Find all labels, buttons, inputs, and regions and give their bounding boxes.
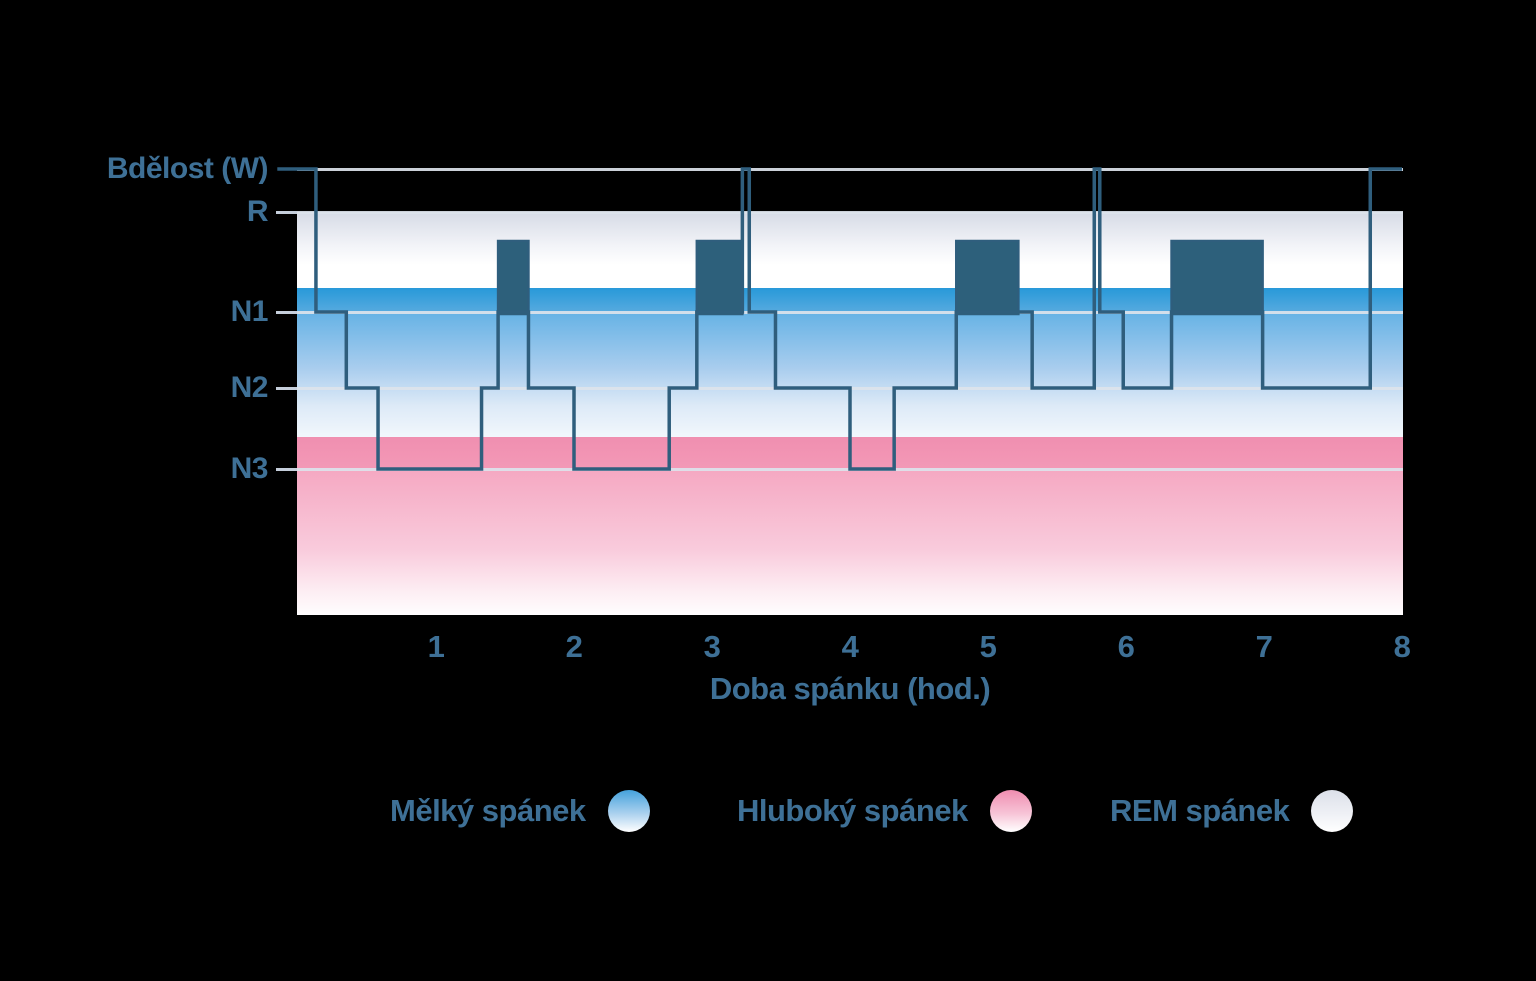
x-tick-label-2: 2 [565, 629, 583, 664]
gridline-R [297, 210, 1403, 214]
legend-item-label: Hluboký spánek [737, 793, 968, 828]
legend-item-light: Mělký spánek [390, 788, 650, 834]
y-tick-N2 [276, 386, 297, 390]
legend-swatch-deep-icon [989, 790, 1032, 832]
rem-zone-band [297, 212, 1403, 288]
y-label-W: Bdělost (W) [106, 152, 269, 185]
legend-item-label: Mělký spánek [390, 793, 586, 828]
y-tick-R [276, 210, 297, 214]
x-tick-label-5: 5 [979, 629, 997, 664]
y-label-R: R [246, 195, 269, 228]
light-sleep-band [297, 288, 1403, 312]
legend-item-deep: Hluboký spánek [737, 788, 1032, 834]
legend-swatch-rem-icon [1311, 790, 1354, 832]
y-tick-N3 [276, 467, 297, 471]
legend-swatch-light-icon [607, 790, 650, 832]
legend-item-label: REM spánek [1110, 793, 1290, 828]
y-label-N2: N2 [230, 371, 269, 404]
x-tick-label-6: 6 [1117, 629, 1135, 664]
deep-sleep-fade-band [297, 470, 1403, 615]
x-tick-label-3: 3 [703, 629, 721, 664]
legend-item-rem: REM spánek [1110, 788, 1354, 834]
x-tick-label-8: 8 [1393, 629, 1411, 664]
gridline-N3 [297, 467, 1403, 471]
x-tick-label-1: 1 [427, 629, 445, 664]
light-sleep-fade-band [297, 312, 1403, 437]
y-label-N3: N3 [230, 452, 269, 485]
y-label-N1: N1 [230, 295, 269, 328]
x-tick-label-4: 4 [841, 629, 859, 664]
deep-sleep-band [297, 437, 1403, 470]
gridline-W [297, 167, 1403, 171]
x-tick-label-7: 7 [1255, 629, 1273, 664]
gridline-N1 [297, 310, 1403, 314]
y-tick-N1 [276, 310, 297, 314]
x-axis-title: Doba spánku (hod.) [709, 671, 991, 706]
gridline-N2 [297, 386, 1403, 390]
